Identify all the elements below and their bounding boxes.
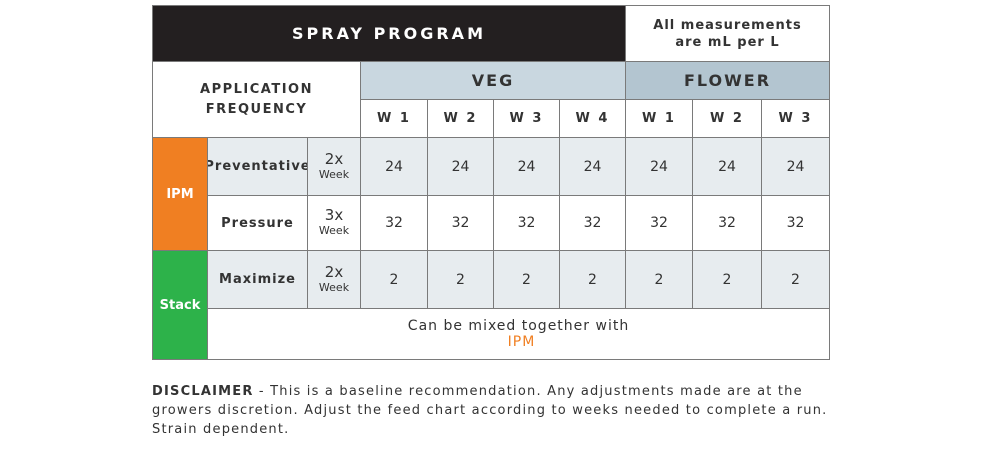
week-header-text: W 3 [509, 111, 544, 126]
frequency: 2x [324, 262, 344, 281]
row-name: Maximize [207, 250, 308, 309]
disclaimer-label: DISCLAIMER [152, 384, 254, 399]
dose-cell-text: 24 [385, 158, 403, 175]
dose-cell: 32 [493, 195, 560, 251]
title-cell: SPRAY PROGRAM [152, 5, 626, 62]
dose-cell: 24 [559, 137, 626, 196]
row-name-text: Pressure [221, 215, 294, 231]
dose-cell-text: 32 [517, 215, 536, 231]
group-note: Can be mixed together with IPM [207, 308, 830, 360]
dose-cell-text: 2 [791, 271, 800, 288]
frequency: 2x [324, 149, 344, 168]
dose-cell: 24 [692, 137, 762, 196]
dose-cell: 24 [761, 137, 830, 196]
dose-cell-text: 24 [718, 158, 736, 175]
note-cell: All measurements are mL per L [625, 5, 830, 62]
dose-cell-text: 24 [650, 158, 668, 175]
dose-cell-text: 32 [786, 215, 805, 231]
week-header: W 3 [761, 99, 830, 138]
frequency: 3x [324, 206, 344, 224]
week-header: W 3 [493, 99, 560, 138]
dose-cell: 32 [761, 195, 830, 251]
dose-cell: 2 [761, 250, 830, 309]
dose-cell-text: 32 [385, 215, 403, 231]
frequency-unit: Week [318, 167, 350, 181]
dose-cell-text: 32 [451, 215, 470, 231]
dose-cell: 2 [360, 250, 428, 309]
week-header-text: W 3 [778, 111, 813, 126]
disclaimer: DISCLAIMER - This is a baseline recommen… [152, 382, 842, 439]
row-frequency: 2x Week [307, 137, 361, 196]
frequency-header-text: APPLICATION FREQUENCY [200, 81, 313, 117]
frequency-header: APPLICATION FREQUENCY [152, 61, 361, 138]
dose-cell: 32 [360, 195, 428, 251]
dose-cell: 2 [625, 250, 693, 309]
note-cell-text: All measurements are mL per L [653, 17, 802, 50]
dose-cell-text: 24 [517, 158, 536, 175]
frequency-unit: Week [318, 224, 350, 237]
group-label: Stack [152, 250, 208, 360]
dose-cell: 32 [625, 195, 693, 251]
dose-cell: 2 [559, 250, 626, 309]
stage-header: FLOWER [625, 61, 830, 100]
dose-cell: 24 [493, 137, 560, 196]
week-header-text: W 1 [642, 111, 676, 126]
dose-cell-text: 32 [583, 215, 602, 231]
week-header: W 1 [360, 99, 428, 138]
row-frequency: 3x Week [307, 195, 361, 251]
dose-cell-text: 2 [654, 271, 664, 288]
dose-cell-text: 2 [522, 271, 531, 288]
disclaimer-text: - This is a baseline recommendation. Any… [152, 384, 828, 437]
dose-cell-text: 2 [389, 271, 399, 288]
dose-cell: 32 [692, 195, 762, 251]
dose-cell: 2 [493, 250, 560, 309]
row-name-text: Maximize [219, 272, 296, 287]
week-header-text: W 4 [575, 111, 610, 126]
dose-cell: 24 [360, 137, 428, 196]
dose-cell-text: 2 [456, 271, 465, 288]
stage-header: VEG [360, 61, 626, 100]
dose-cell: 2 [692, 250, 762, 309]
stage-header-text: VEG [471, 71, 515, 90]
row-name: Preventative [204, 137, 311, 196]
stage-header-text: FLOWER [683, 71, 772, 90]
note-highlight: IPM [507, 334, 536, 350]
dose-cell-text: 2 [588, 271, 597, 288]
week-header: W 2 [427, 99, 494, 138]
row-name: Pressure [207, 195, 308, 251]
dose-cell: 32 [427, 195, 494, 251]
frequency-unit: Week [318, 280, 350, 294]
dose-cell: 24 [427, 137, 494, 196]
week-header: W 2 [692, 99, 762, 138]
dose-cell-text: 24 [451, 158, 470, 175]
row-name-text: Preventative [204, 159, 311, 174]
week-header-text: W 2 [443, 111, 478, 126]
week-header-text: W 2 [710, 111, 744, 126]
week-header-text: W 1 [377, 111, 411, 126]
note-text: Can be mixed together with [407, 318, 630, 334]
dose-cell-text: 2 [722, 271, 732, 288]
group-label-text: IPM [166, 186, 194, 202]
dose-cell-text: 24 [786, 158, 805, 175]
group-label-text: Stack [159, 297, 201, 313]
week-header: W 4 [559, 99, 626, 138]
dose-cell: 32 [559, 195, 626, 251]
group-label: IPM [152, 137, 208, 251]
title-cell-text: SPRAY PROGRAM [292, 24, 486, 43]
week-header: W 1 [625, 99, 693, 138]
dose-cell-text: 32 [718, 215, 736, 231]
dose-cell-text: 24 [583, 158, 602, 175]
dose-cell: 24 [625, 137, 693, 196]
dose-cell: 2 [427, 250, 494, 309]
dose-cell-text: 32 [650, 215, 668, 231]
row-frequency: 2x Week [307, 250, 361, 309]
